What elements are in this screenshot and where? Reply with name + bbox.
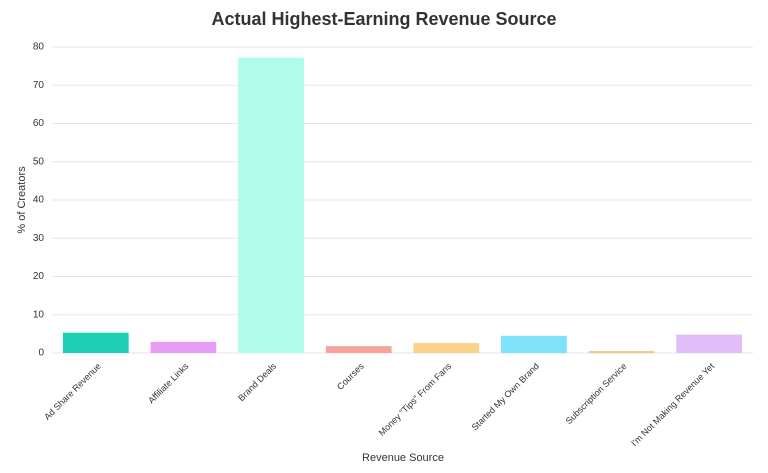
bar: [238, 57, 304, 354]
bar: [501, 335, 567, 353]
y-axis-title: % of Creators: [16, 166, 28, 234]
bar: [413, 343, 480, 353]
bar: [62, 332, 129, 353]
y-tick-label: 0: [38, 348, 44, 359]
y-tick-label: 30: [33, 233, 45, 244]
x-tick-label: Brand Deals: [236, 361, 278, 403]
y-tick-label: 80: [33, 42, 45, 53]
x-tick-label: Started My Own Brand: [470, 361, 541, 432]
x-axis-title: Revenue Source: [362, 452, 444, 464]
y-tick-label: 40: [33, 195, 45, 206]
bar: [588, 351, 655, 353]
x-tick-label: Affiliate Links: [146, 361, 191, 406]
chart-title: Actual Highest-Earning Revenue Source: [211, 9, 556, 29]
x-tick-label: Subscription Service: [564, 361, 629, 426]
x-tick-label: Money "Tips" From Fans: [377, 361, 454, 438]
y-tick-label: 70: [33, 80, 45, 91]
bar: [325, 346, 392, 353]
x-tick-label: Ad Share Revenue: [42, 361, 103, 422]
x-tick-label: I'm Not Making Revenue Yet: [629, 361, 717, 449]
y-tick-label: 50: [33, 156, 45, 167]
bar: [676, 334, 743, 353]
y-tick-label: 10: [33, 309, 45, 320]
y-tick-label: 20: [33, 271, 45, 282]
y-tick-label: 60: [33, 118, 45, 129]
bar: [150, 341, 217, 353]
x-tick-label: Courses: [335, 361, 366, 392]
